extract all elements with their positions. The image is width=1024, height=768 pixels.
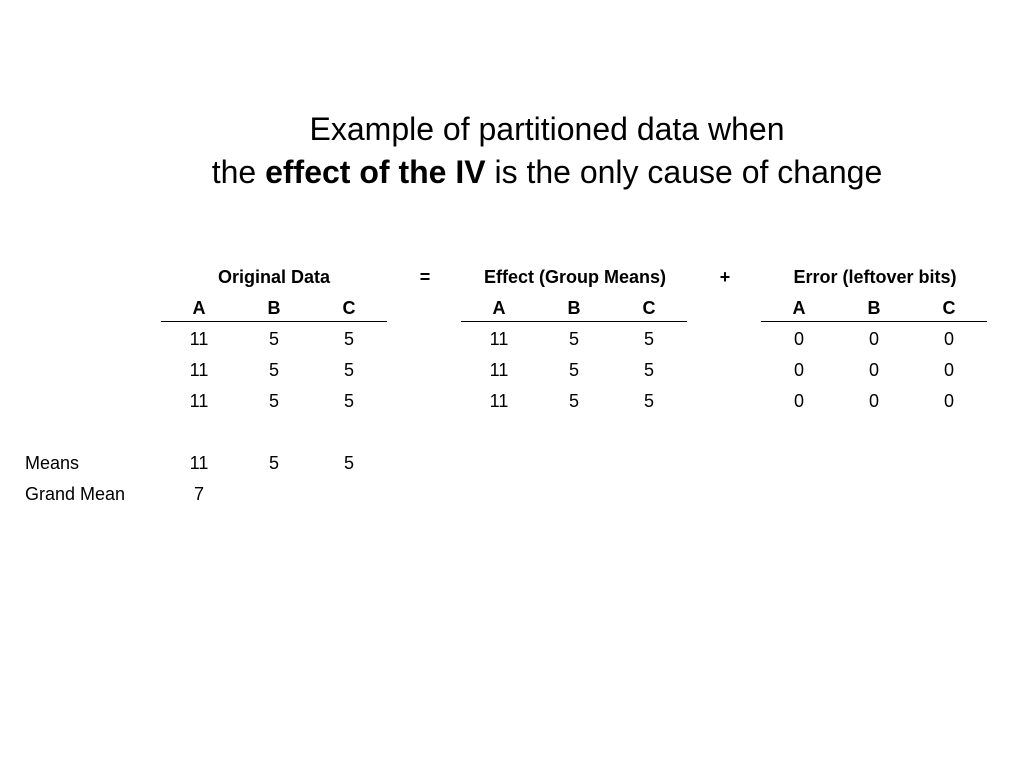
effect-header-rule <box>461 321 687 322</box>
effect-cell: 5 <box>568 391 579 411</box>
error-header-rule <box>761 321 987 322</box>
original-cell: 5 <box>268 391 279 411</box>
original-cell: 5 <box>343 391 354 411</box>
effect-cell: 11 <box>489 329 509 349</box>
effect-cell: 11 <box>489 391 509 411</box>
error-cell: 0 <box>793 360 804 380</box>
error-col-b: B <box>867 298 881 318</box>
original-col-c: C <box>342 298 356 318</box>
effect-cell: 5 <box>643 329 654 349</box>
title-line-1: Example of partitioned data when <box>309 111 785 147</box>
error-heading: Error (leftover bits) <box>793 267 957 287</box>
effect-cell: 5 <box>643 360 654 380</box>
original-cell: 5 <box>268 329 279 349</box>
effect-col-b: B <box>567 298 581 318</box>
effect-heading: Effect (Group Means) <box>483 267 666 287</box>
error-cell: 0 <box>943 391 954 411</box>
error-col-a: A <box>792 298 806 318</box>
error-cell: 0 <box>868 391 879 411</box>
mean-b: 5 <box>268 453 279 473</box>
error-cell: 0 <box>868 360 879 380</box>
effect-cell: 5 <box>568 329 579 349</box>
original-cell: 5 <box>268 360 279 380</box>
original-cell: 11 <box>189 360 209 380</box>
original-cell: 5 <box>343 329 354 349</box>
error-cell: 0 <box>943 329 954 349</box>
slide-title: Example of partitioned data when the eff… <box>0 108 1024 194</box>
error-cell: 0 <box>868 329 879 349</box>
plus-operator: + <box>719 267 731 287</box>
original-cell: 11 <box>189 329 209 349</box>
title-line-2-end: is the only cause of change <box>485 154 883 190</box>
mean-a: 11 <box>189 453 209 473</box>
effect-cell: 5 <box>643 391 654 411</box>
original-col-a: A <box>192 298 206 318</box>
original-cell: 11 <box>189 391 209 411</box>
original-col-b: B <box>267 298 281 318</box>
error-cell: 0 <box>943 360 954 380</box>
mean-c: 5 <box>343 453 354 473</box>
title-emphasis: effect of the IV <box>265 154 486 190</box>
error-cell: 0 <box>793 329 804 349</box>
grand-mean-value: 7 <box>193 484 204 504</box>
effect-col-a: A <box>492 298 506 318</box>
original-data-heading: Original Data <box>217 267 331 287</box>
means-label: Means <box>25 453 80 473</box>
grand-mean-label: Grand Mean <box>25 484 126 504</box>
title-line-2: the effect of the IV is the only cause o… <box>0 151 1024 194</box>
error-col-c: C <box>942 298 956 318</box>
effect-cell: 11 <box>489 360 509 380</box>
original-cell: 5 <box>343 360 354 380</box>
title-line-2-start: the <box>211 154 266 190</box>
original-header-rule <box>161 321 387 322</box>
effect-cell: 5 <box>568 360 579 380</box>
equals-operator: = <box>419 267 431 287</box>
effect-col-c: C <box>642 298 656 318</box>
error-cell: 0 <box>793 391 804 411</box>
